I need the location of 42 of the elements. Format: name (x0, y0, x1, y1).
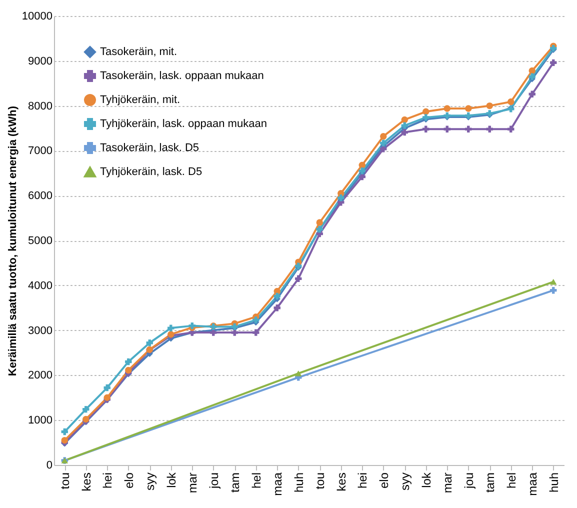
x-tick-label: maa (270, 472, 285, 496)
x-tick-label: tam (228, 472, 242, 493)
x-tick-label: maa (526, 472, 540, 496)
y-tick-label: 10000 (22, 10, 52, 22)
x-tick-label: hel (249, 472, 264, 489)
x-tick-label: syy (143, 472, 158, 490)
x-tick-label: tou (58, 472, 72, 490)
y-tick-label: 4000 (28, 280, 52, 292)
legend-label: Tyhjökeräin, mit. (100, 94, 180, 106)
legend-label: Tasokeräin, lask. D5 (100, 142, 200, 154)
x-tick-label: elo (376, 472, 391, 489)
x-tick-label: hei (356, 472, 370, 489)
x-tick-label: mar (186, 472, 200, 494)
x-tick-label: lok (419, 472, 434, 488)
y-tick-label: 0 (46, 460, 52, 472)
x-tick-label: hei (100, 472, 115, 489)
y-tick-label: 8000 (28, 100, 52, 112)
y-tick-label: 1000 (28, 414, 52, 427)
x-tick-label: elo (122, 472, 136, 489)
x-tick-label: tou (313, 472, 328, 490)
x-tick-label: lok (164, 472, 178, 488)
legend-label: Tyhjökeräin, lask. D5 (100, 166, 202, 178)
y-tick-label: 3000 (28, 324, 52, 337)
y-tick-label: 6000 (28, 190, 52, 202)
x-tick-label: mar (440, 472, 455, 494)
x-tick-label: jou (462, 472, 476, 490)
x-tick-label: syy (398, 472, 412, 490)
y-tick-label: 7000 (28, 145, 52, 158)
legend-label: Tasokeräin, lask. oppaan mukaan (100, 70, 264, 82)
y-axis-title: Keräimillä saatu tuotto, kumuloitunut energia (kWh) (6, 106, 19, 376)
x-tick-label: huh (546, 472, 561, 493)
legend-label: Tyhjökeräin, lask. oppaan mukaan (100, 118, 267, 130)
y-tick-label: 2000 (28, 370, 52, 382)
x-tick-label: kes (79, 472, 94, 492)
x-tick-label: tam (483, 472, 498, 493)
y-tick-label: 5000 (28, 235, 52, 247)
x-tick-label: kes (334, 472, 348, 492)
legend-label: Tasokeräin, mit. (100, 46, 178, 58)
x-tick-label: hel (504, 472, 518, 489)
x-tick-label: jou (206, 472, 221, 490)
x-tick-label: huh (292, 472, 306, 493)
y-tick-label: 9000 (28, 55, 52, 68)
